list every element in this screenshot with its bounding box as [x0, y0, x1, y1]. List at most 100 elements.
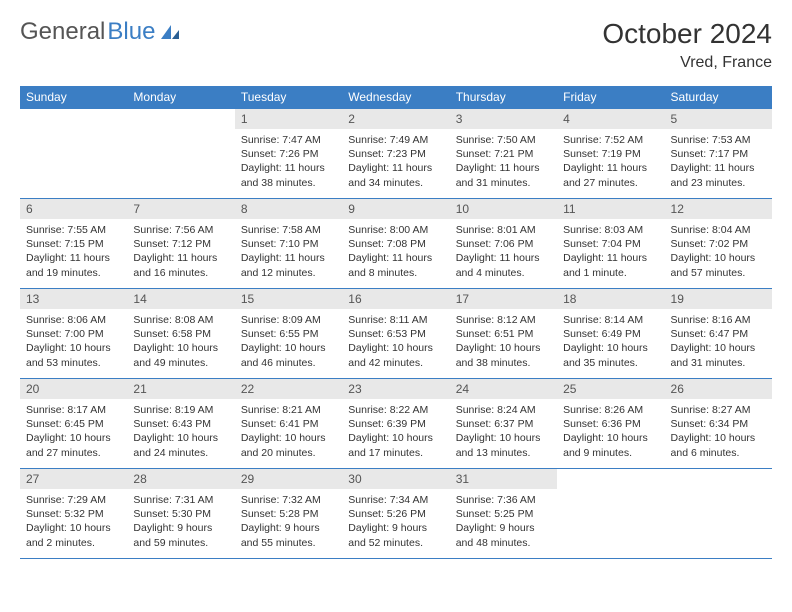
sunrise-text: Sunrise: 8:03 AM	[563, 223, 658, 237]
sunset-text: Sunset: 7:10 PM	[241, 237, 336, 251]
day-body: Sunrise: 7:55 AMSunset: 7:15 PMDaylight:…	[20, 219, 127, 284]
daylight-text: Daylight: 10 hours and 42 minutes.	[348, 341, 443, 369]
daylight-text: Daylight: 10 hours and 6 minutes.	[671, 431, 766, 459]
day-body: Sunrise: 7:56 AMSunset: 7:12 PMDaylight:…	[127, 219, 234, 284]
sunset-text: Sunset: 5:32 PM	[26, 507, 121, 521]
day-number: 7	[127, 199, 234, 219]
day-body: Sunrise: 8:00 AMSunset: 7:08 PMDaylight:…	[342, 219, 449, 284]
calendar-cell: 16Sunrise: 8:11 AMSunset: 6:53 PMDayligh…	[342, 289, 449, 379]
calendar-cell: 6Sunrise: 7:55 AMSunset: 7:15 PMDaylight…	[20, 199, 127, 289]
title-block: October 2024 Vred, France	[602, 18, 772, 72]
logo-sail-icon	[159, 23, 181, 41]
day-number: 19	[665, 289, 772, 309]
sunrise-text: Sunrise: 8:01 AM	[456, 223, 551, 237]
calendar-cell: 10Sunrise: 8:01 AMSunset: 7:06 PMDayligh…	[450, 199, 557, 289]
sunrise-text: Sunrise: 7:31 AM	[133, 493, 228, 507]
daylight-text: Daylight: 10 hours and 31 minutes.	[671, 341, 766, 369]
calendar-cell: 20Sunrise: 8:17 AMSunset: 6:45 PMDayligh…	[20, 379, 127, 469]
daylight-text: Daylight: 10 hours and 49 minutes.	[133, 341, 228, 369]
daylight-text: Daylight: 9 hours and 55 minutes.	[241, 521, 336, 549]
calendar-cell	[20, 109, 127, 199]
day-number: 8	[235, 199, 342, 219]
day-body: Sunrise: 7:32 AMSunset: 5:28 PMDaylight:…	[235, 489, 342, 554]
calendar-cell: 30Sunrise: 7:34 AMSunset: 5:26 PMDayligh…	[342, 469, 449, 559]
sunset-text: Sunset: 6:45 PM	[26, 417, 121, 431]
calendar-cell: 4Sunrise: 7:52 AMSunset: 7:19 PMDaylight…	[557, 109, 664, 199]
header: GeneralBlue October 2024 Vred, France	[20, 18, 772, 72]
day-body: Sunrise: 7:53 AMSunset: 7:17 PMDaylight:…	[665, 129, 772, 194]
calendar-row: 13 Sunrise: 8:06 AMSunset: 7:00 PM Dayligh…	[20, 289, 772, 379]
calendar-cell: 17Sunrise: 8:12 AMSunset: 6:51 PMDayligh…	[450, 289, 557, 379]
sunrise-text: Sunrise: 8:26 AM	[563, 403, 658, 417]
sunrise-text: Sunrise: 7:53 AM	[671, 133, 766, 147]
calendar-cell: 23Sunrise: 8:22 AMSunset: 6:39 PMDayligh…	[342, 379, 449, 469]
day-number: 15	[235, 289, 342, 309]
sunrise-text: Sunrise: 7:49 AM	[348, 133, 443, 147]
calendar-cell: 12Sunrise: 8:04 AMSunset: 7:02 PMDayligh…	[665, 199, 772, 289]
day-body: Sunrise: 7:31 AMSunset: 5:30 PMDaylight:…	[127, 489, 234, 554]
calendar-cell: 26 Sunrise: 8:27 AMSunset: 6:34 PMDayligh…	[665, 379, 772, 469]
sunset-text: Sunset: 7:26 PM	[241, 147, 336, 161]
daylight-text: Daylight: 9 hours and 52 minutes.	[348, 521, 443, 549]
sunset-text: Sunset: 6:39 PM	[348, 417, 443, 431]
day-number: 25	[557, 379, 664, 399]
sunrise-text: Sunrise: 8:27 AM	[671, 403, 766, 417]
calendar-cell: 22Sunrise: 8:21 AMSunset: 6:41 PMDayligh…	[235, 379, 342, 469]
sunrise-text: Sunrise: 7:56 AM	[133, 223, 228, 237]
sunset-text: Sunset: 7:00 PM	[26, 327, 121, 341]
sunset-text: Sunset: 6:41 PM	[241, 417, 336, 431]
logo-text-2: Blue	[107, 18, 155, 46]
day-body: Sunrise: 8:01 AMSunset: 7:06 PMDaylight:…	[450, 219, 557, 284]
day-number: 14	[127, 289, 234, 309]
day-number: 3	[450, 109, 557, 129]
day-body: Sunrise: 7:29 AMSunset: 5:32 PMDaylight:…	[20, 489, 127, 554]
sunset-text: Sunset: 6:47 PM	[671, 327, 766, 341]
day-number: 13	[20, 289, 127, 309]
day-number: 30	[342, 469, 449, 489]
calendar-cell	[665, 469, 772, 559]
day-number: 6	[20, 199, 127, 219]
day-number: 5	[665, 109, 772, 129]
calendar-cell: 1Sunrise: 7:47 AMSunset: 7:26 PMDaylight…	[235, 109, 342, 199]
sunset-text: Sunset: 5:25 PM	[456, 507, 551, 521]
day-header: Saturday	[665, 86, 772, 109]
day-number: 16	[342, 289, 449, 309]
day-header: Friday	[557, 86, 664, 109]
sunrise-text: Sunrise: 8:16 AM	[671, 313, 766, 327]
calendar-cell: 27Sunrise: 7:29 AMSunset: 5:32 PMDayligh…	[20, 469, 127, 559]
calendar-row: 6Sunrise: 7:55 AMSunset: 7:15 PMDaylight…	[20, 199, 772, 289]
sunrise-text: Sunrise: 8:06 AM	[26, 313, 121, 327]
day-body: Sunrise: 8:26 AMSunset: 6:36 PMDaylight:…	[557, 399, 664, 464]
day-body: Sunrise: 8:04 AMSunset: 7:02 PMDaylight:…	[665, 219, 772, 284]
sunset-text: Sunset: 5:26 PM	[348, 507, 443, 521]
day-body: Sunrise: 8:09 AMSunset: 6:55 PMDaylight:…	[235, 309, 342, 374]
sunset-text: Sunset: 7:06 PM	[456, 237, 551, 251]
calendar-cell: 31Sunrise: 7:36 AMSunset: 5:25 PMDayligh…	[450, 469, 557, 559]
daylight-text: Daylight: 11 hours and 27 minutes.	[563, 161, 658, 189]
day-body: Sunrise: 7:49 AMSunset: 7:23 PMDaylight:…	[342, 129, 449, 194]
calendar-cell: 8Sunrise: 7:58 AMSunset: 7:10 PMDaylight…	[235, 199, 342, 289]
calendar-cell: 15Sunrise: 8:09 AMSunset: 6:55 PMDayligh…	[235, 289, 342, 379]
sunrise-text: Sunrise: 8:04 AM	[671, 223, 766, 237]
day-number: 1	[235, 109, 342, 129]
day-body: Sunrise: 8:11 AMSunset: 6:53 PMDaylight:…	[342, 309, 449, 374]
sunset-text: Sunset: 6:34 PM	[671, 417, 766, 431]
sunrise-text: Sunrise: 7:52 AM	[563, 133, 658, 147]
calendar-cell: 2Sunrise: 7:49 AMSunset: 7:23 PMDaylight…	[342, 109, 449, 199]
day-body: Sunrise: 7:34 AMSunset: 5:26 PMDaylight:…	[342, 489, 449, 554]
sunset-text: Sunset: 7:12 PM	[133, 237, 228, 251]
sunrise-text: Sunrise: 7:47 AM	[241, 133, 336, 147]
sunset-text: Sunset: 6:53 PM	[348, 327, 443, 341]
day-body: Sunrise: 8:22 AMSunset: 6:39 PMDaylight:…	[342, 399, 449, 464]
day-body: Sunrise: 7:47 AMSunset: 7:26 PMDaylight:…	[235, 129, 342, 194]
day-number: 4	[557, 109, 664, 129]
daylight-text: Daylight: 9 hours and 59 minutes.	[133, 521, 228, 549]
sunset-text: Sunset: 6:55 PM	[241, 327, 336, 341]
calendar-cell: 25Sunrise: 8:26 AMSunset: 6:36 PMDayligh…	[557, 379, 664, 469]
sunrise-text: Sunrise: 8:19 AM	[133, 403, 228, 417]
page-title: October 2024	[602, 18, 772, 50]
day-number: 17	[450, 289, 557, 309]
day-number: 26	[665, 379, 772, 399]
sunset-text: Sunset: 5:28 PM	[241, 507, 336, 521]
logo: GeneralBlue	[20, 18, 181, 46]
